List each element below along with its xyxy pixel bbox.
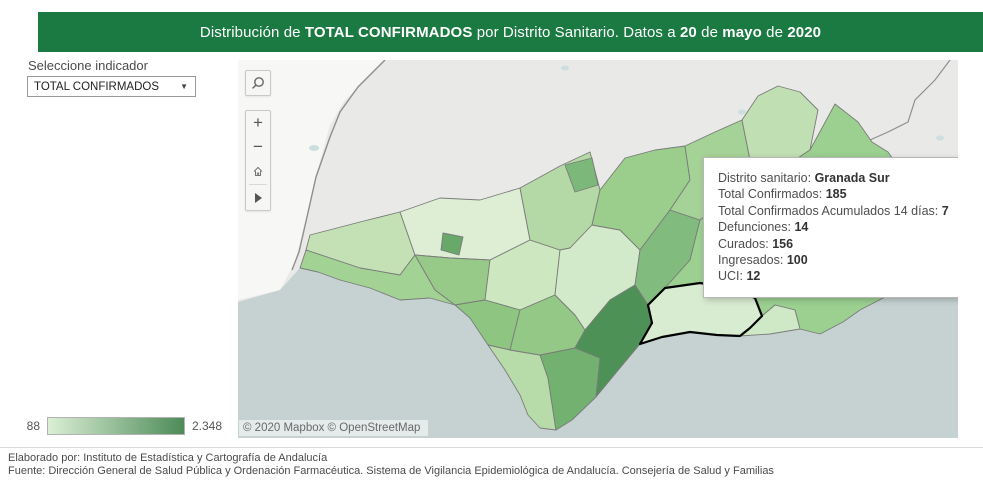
home-icon — [253, 166, 263, 176]
footer-elaborado: Elaborado por: Instituto de Estadística … — [8, 452, 328, 464]
basemap-sea — [238, 258, 958, 438]
legend-gradient-bar — [47, 417, 185, 435]
zoom-out-button[interactable]: − — [246, 135, 270, 159]
indicator-select-label: Seleccione indicador — [28, 58, 148, 73]
tooltip-row: Defunciones: 14 — [718, 220, 809, 235]
legend-max-value: 2.348 — [192, 419, 223, 433]
water-speck — [738, 109, 746, 115]
map-district[interactable] — [564, 157, 599, 193]
map-search-button[interactable] — [245, 70, 271, 96]
legend-min-value: 88 — [26, 419, 40, 433]
map-attribution[interactable]: © 2020 Mapbox © OpenStreetMap — [239, 420, 429, 436]
tooltip-row: Curados: 156 — [718, 236, 794, 251]
tooltip-row: Ingresados: 100 — [718, 253, 808, 268]
map-district[interactable] — [299, 249, 456, 306]
map-zoom-toolbar: + − — [245, 110, 271, 211]
basemap-border-line — [291, 60, 386, 271]
indicator-select[interactable]: TOTAL CONFIRMADOS ▼ — [27, 76, 196, 97]
map-tooltip: Distrito sanitario: Granada Sur Total Co… — [703, 157, 958, 298]
basemap-border-line — [869, 60, 951, 141]
district-granada-sur[interactable] — [638, 281, 764, 346]
map-district[interactable] — [440, 232, 464, 256]
page-title: Distribución de TOTAL CONFIRMADOS por Di… — [199, 23, 822, 41]
tooltip-row: Total Confirmados Acumulados 14 días: 7 — [718, 203, 949, 218]
tooltip-row: UCI: 12 — [718, 269, 761, 284]
pan-arrow-icon — [255, 193, 262, 203]
footer-divider — [0, 447, 983, 448]
tooltip-row: Distrito sanitario: Granada Sur — [718, 171, 890, 185]
footer-fuente: Fuente: Dirección General de Salud Públi… — [8, 465, 774, 477]
water-speck — [936, 135, 944, 141]
title-banner: Distribución de TOTAL CONFIRMADOS por Di… — [38, 12, 983, 52]
chevron-down-icon: ▼ — [180, 82, 188, 91]
basemap-outside-region — [238, 60, 385, 300]
color-legend: 88 2.348 — [22, 417, 222, 435]
zoom-in-button[interactable]: + — [246, 111, 270, 135]
pan-mode-button[interactable] — [246, 186, 270, 210]
search-icon — [252, 77, 264, 89]
tooltip-row: Total Confirmados: 185 — [718, 187, 847, 202]
zoom-home-button[interactable] — [246, 159, 270, 183]
toolbar-divider — [249, 184, 267, 185]
map-canvas[interactable]: + − Distrito sanitario: Granada Sur — [238, 60, 958, 438]
indicator-select-value: TOTAL CONFIRMADOS — [34, 80, 160, 93]
water-speck — [561, 65, 569, 71]
water-speck — [309, 145, 319, 151]
